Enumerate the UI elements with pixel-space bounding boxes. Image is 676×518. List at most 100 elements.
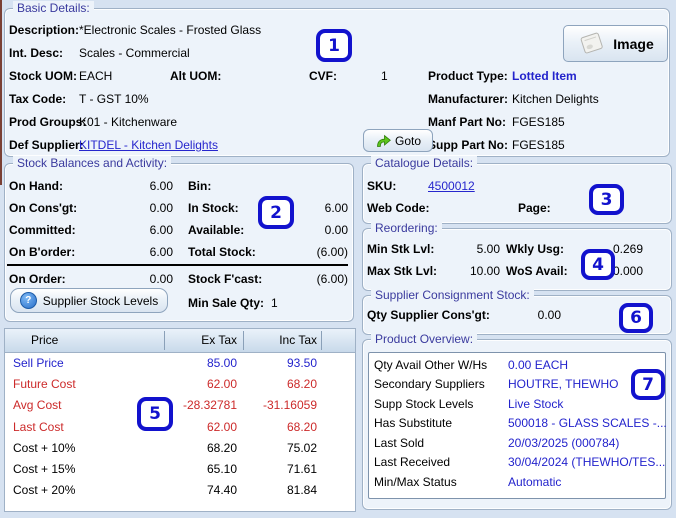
- total-stock-label: Total Stock:: [188, 245, 256, 259]
- column-separator: [321, 331, 322, 350]
- supp-part-no-label: Supp Part No:: [428, 138, 508, 152]
- price-row-inc-tax: 68.20: [286, 420, 317, 434]
- available-label: Available:: [188, 223, 245, 237]
- overview-row-label: Secondary Suppliers: [374, 377, 485, 391]
- bin-value: [253, 178, 348, 194]
- stock-divider-line: [7, 264, 348, 266]
- price-row-inc-tax: -31.16059: [262, 398, 317, 412]
- price-row-name: Cost + 10%: [13, 441, 76, 455]
- overview-row-value: 500018 - GLASS SCALES -...: [508, 416, 667, 430]
- price-column-header[interactable]: Price: [31, 333, 59, 347]
- price-row-name: Cost + 15%: [13, 462, 76, 476]
- supplier-stock-levels-label: Supplier Stock Levels: [42, 293, 159, 308]
- product-type-label: Product Type:: [428, 69, 508, 83]
- annotation-marker-6: 6: [619, 303, 653, 333]
- price-row-inc-tax: 93.50: [286, 356, 317, 370]
- wos-avail-value: 0.000: [612, 264, 643, 278]
- basic-details-title: Basic Details:: [13, 1, 94, 15]
- tax-code-value: T - GST 10%: [79, 92, 149, 106]
- cvf-label: CVF:: [309, 69, 337, 83]
- supplier-consignment-title: Supplier Consignment Stock:: [371, 288, 534, 302]
- price-row-ex-tax: 62.00: [206, 377, 237, 391]
- inc-tax-column-header[interactable]: Inc Tax: [279, 333, 317, 347]
- annotation-marker-5: 5: [137, 397, 173, 431]
- wkly-usg-label: Wkly Usg:: [506, 242, 565, 256]
- cvf-value: 1: [381, 69, 388, 83]
- sku-link[interactable]: 4500012: [428, 179, 475, 193]
- qty-supplier-consgt-value: 0.00: [537, 308, 561, 322]
- reordering-group: Reordering: Min Stk Lvl: 5.00 Wkly Usg: …: [362, 221, 672, 291]
- overview-row-value: HOUTRE, THEWHO: [508, 377, 619, 391]
- max-stk-lvl-value: 10.00: [469, 264, 500, 278]
- price-row-name: Last Cost: [13, 420, 64, 434]
- annotation-marker-3: 3: [589, 184, 624, 215]
- price-row-inc-tax: 81.84: [286, 483, 317, 497]
- stock-fcast-value: (6.00): [316, 272, 348, 286]
- product-image-thumbnail: [580, 32, 603, 53]
- overview-row-label: Has Substitute: [374, 416, 453, 430]
- overview-row-value: 0.00 EACH: [508, 358, 569, 372]
- manufacturer-value: Kitchen Delights: [512, 92, 599, 106]
- in-stock-value: 6.00: [324, 201, 348, 215]
- on-order-value: 0.00: [149, 272, 173, 286]
- on-border-value: 6.00: [149, 245, 173, 259]
- bin-label: Bin:: [188, 179, 212, 193]
- supplier-stock-levels-button[interactable]: ? Supplier Stock Levels: [10, 288, 168, 313]
- on-consgt-value: 0.00: [149, 201, 173, 215]
- price-row-ex-tax: -28.32781: [182, 398, 237, 412]
- total-stock-value: (6.00): [316, 245, 348, 259]
- on-hand-value: 6.00: [149, 179, 173, 193]
- price-row-ex-tax: 74.40: [206, 483, 237, 497]
- min-stk-lvl-label: Min Stk Lvl:: [367, 242, 435, 256]
- goto-button-label: Goto: [394, 133, 421, 148]
- annotation-marker-7: 7: [631, 369, 665, 400]
- supp-part-no-value: FGES185: [512, 138, 565, 152]
- committed-label: Committed:: [9, 223, 76, 237]
- prod-groups-value: K01 - Kitchenware: [79, 115, 178, 129]
- help-icon: ?: [19, 292, 37, 309]
- product-overview-title: Product Overview:: [371, 332, 478, 346]
- overview-row-label: Last Sold: [374, 436, 425, 450]
- price-row-ex-tax: 68.20: [206, 441, 237, 455]
- overview-row-label: Min/Max Status: [374, 475, 457, 489]
- product-overview-panel: Qty Avail Other W/Hs 0.00 EACH Secondary…: [368, 352, 667, 499]
- price-row-inc-tax: 68.20: [286, 377, 317, 391]
- overview-row-label: Supp Stock Levels: [374, 397, 474, 411]
- on-hand-label: On Hand:: [9, 179, 63, 193]
- on-consgt-label: On Cons'gt:: [9, 201, 78, 215]
- annotation-marker-2: 2: [258, 196, 294, 229]
- def-supplier-link[interactable]: KITDEL - Kitchen Delights: [79, 138, 218, 152]
- catalogue-details-title: Catalogue Details:: [371, 156, 478, 170]
- available-value: 0.00: [324, 223, 348, 237]
- overview-row-value: Automatic: [508, 475, 562, 489]
- stock-balances-group: Stock Balances and Activity: On Hand: 6.…: [4, 156, 354, 322]
- int-desc-label: Int. Desc:: [9, 46, 64, 60]
- image-button-label: Image: [613, 35, 654, 52]
- wos-avail-label: WoS Avail:: [506, 264, 568, 278]
- price-row-ex-tax: 85.00: [206, 356, 237, 370]
- sku-label: SKU:: [367, 179, 397, 193]
- stock-uom-value: EACH: [79, 69, 113, 83]
- wkly-usg-value: 0.269: [612, 242, 643, 256]
- product-overview-group: Product Overview: Qty Avail Other W/Hs 0…: [362, 332, 672, 510]
- goto-button[interactable]: Goto: [363, 129, 433, 152]
- price-row-name: Sell Price: [13, 356, 64, 370]
- qty-supplier-consgt-label: Qty Supplier Cons'gt:: [367, 308, 490, 322]
- ex-tax-column-header[interactable]: Ex Tax: [201, 333, 237, 347]
- reordering-title: Reordering:: [371, 221, 442, 235]
- annotation-marker-1: 1: [316, 29, 352, 62]
- price-row-name: Cost + 20%: [13, 483, 76, 497]
- manf-part-no-value: FGES185: [512, 115, 565, 129]
- page-label: Page:: [518, 201, 551, 215]
- overview-row-value: Live Stock: [508, 397, 564, 411]
- price-row-inc-tax: 71.61: [286, 462, 317, 476]
- on-border-label: On B'order:: [9, 245, 76, 259]
- min-sale-qty-value: 1: [271, 296, 278, 310]
- int-desc-value: Scales - Commercial: [79, 46, 190, 60]
- web-code-label: Web Code:: [367, 201, 430, 215]
- price-row-ex-tax: 62.00: [206, 420, 237, 434]
- image-button[interactable]: Image: [563, 25, 668, 62]
- description-label: Description:: [9, 23, 80, 37]
- overview-row-label: Last Received: [374, 455, 451, 469]
- price-row-name: Avg Cost: [13, 398, 62, 412]
